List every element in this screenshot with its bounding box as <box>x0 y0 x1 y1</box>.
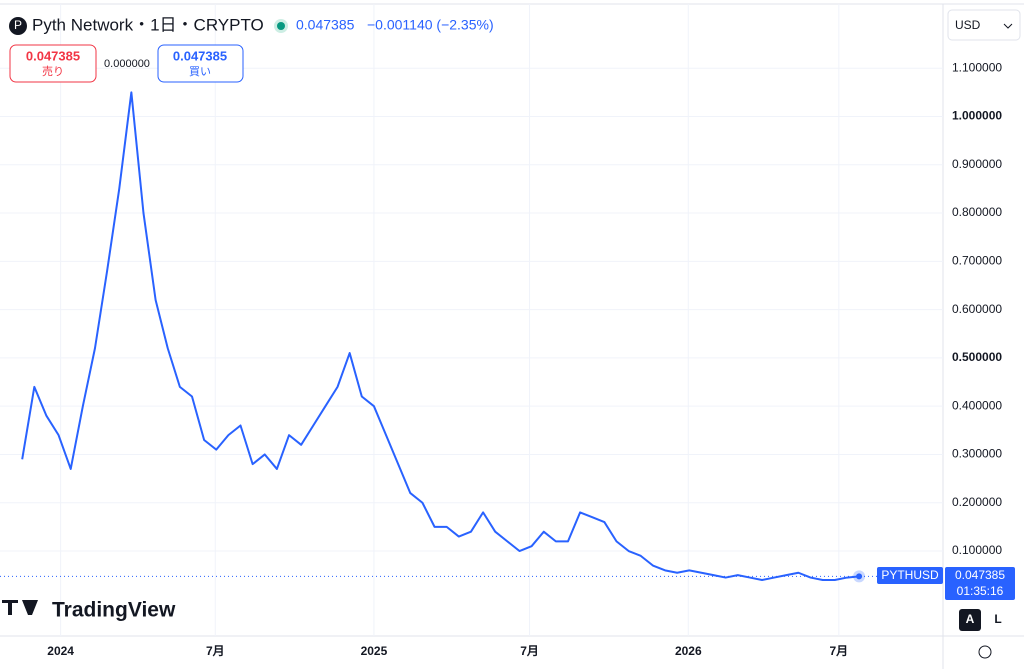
price-tag-countdown: 01:35:16 <box>957 584 1004 598</box>
currency-select[interactable] <box>947 9 1021 41</box>
auto-label: A <box>966 612 975 626</box>
price-tag-price: 0.047385 <box>955 568 1005 582</box>
y-tick-label: 0.500000 <box>952 350 1002 364</box>
brand-name: TradingView <box>52 599 176 622</box>
x-tick-label: 2024 <box>47 644 74 658</box>
y-tick-label: 0.200000 <box>952 495 1002 509</box>
buy-button[interactable] <box>157 44 244 83</box>
y-tick-label: 0.300000 <box>952 447 1002 461</box>
last-point <box>856 573 863 580</box>
settings-icon[interactable] <box>978 645 992 659</box>
y-tick-label: 0.800000 <box>952 205 1002 219</box>
y-tick-label: 0.700000 <box>952 254 1002 268</box>
plot <box>0 91 943 583</box>
symbol-title: Pyth Network・1日・CRYPTO <box>32 15 264 34</box>
x-tick-label: 7月 <box>520 644 539 658</box>
spread: 0.000000 <box>104 58 150 70</box>
x-tick-label: 2025 <box>361 644 388 658</box>
sell-label: 売り <box>42 65 64 78</box>
header-change: −0.001140 (−2.35%) <box>367 17 494 33</box>
price-tag <box>945 567 1015 600</box>
buy-price: 0.047385 <box>173 48 227 63</box>
ticker-tag-label: PYTHUSD <box>881 568 939 582</box>
grid <box>0 4 943 636</box>
chevron <box>1003 23 1013 29</box>
log-label[interactable]: L <box>994 612 1001 626</box>
y-tick-label: 0.900000 <box>952 157 1002 171</box>
x-tick-label: 2026 <box>675 644 702 658</box>
currency-label: USD <box>955 18 981 32</box>
price-line <box>21 91 860 581</box>
auto-button[interactable] <box>959 609 981 631</box>
status-dot <box>277 22 285 30</box>
symbol-icon <box>9 17 27 35</box>
y-tick-label: 0.600000 <box>952 302 1002 316</box>
x-tick-label: 7月 <box>206 644 225 658</box>
sell-price: 0.047385 <box>26 48 80 63</box>
x-tick-label: 7月 <box>829 644 848 658</box>
ticker-tag <box>877 567 943 584</box>
sell-button[interactable] <box>9 44 97 83</box>
y-tick-label: 0.400000 <box>952 398 1002 412</box>
y-tick-label: 1.000000 <box>952 109 1002 123</box>
y-tick-label: 1.100000 <box>952 60 1002 74</box>
brand-logo <box>2 600 38 615</box>
header-price: 0.047385 <box>296 17 355 33</box>
y-tick-label: 0.100000 <box>952 543 1002 557</box>
buy-label: 買い <box>189 65 211 78</box>
symbol-icon-glyph: P <box>14 18 22 32</box>
